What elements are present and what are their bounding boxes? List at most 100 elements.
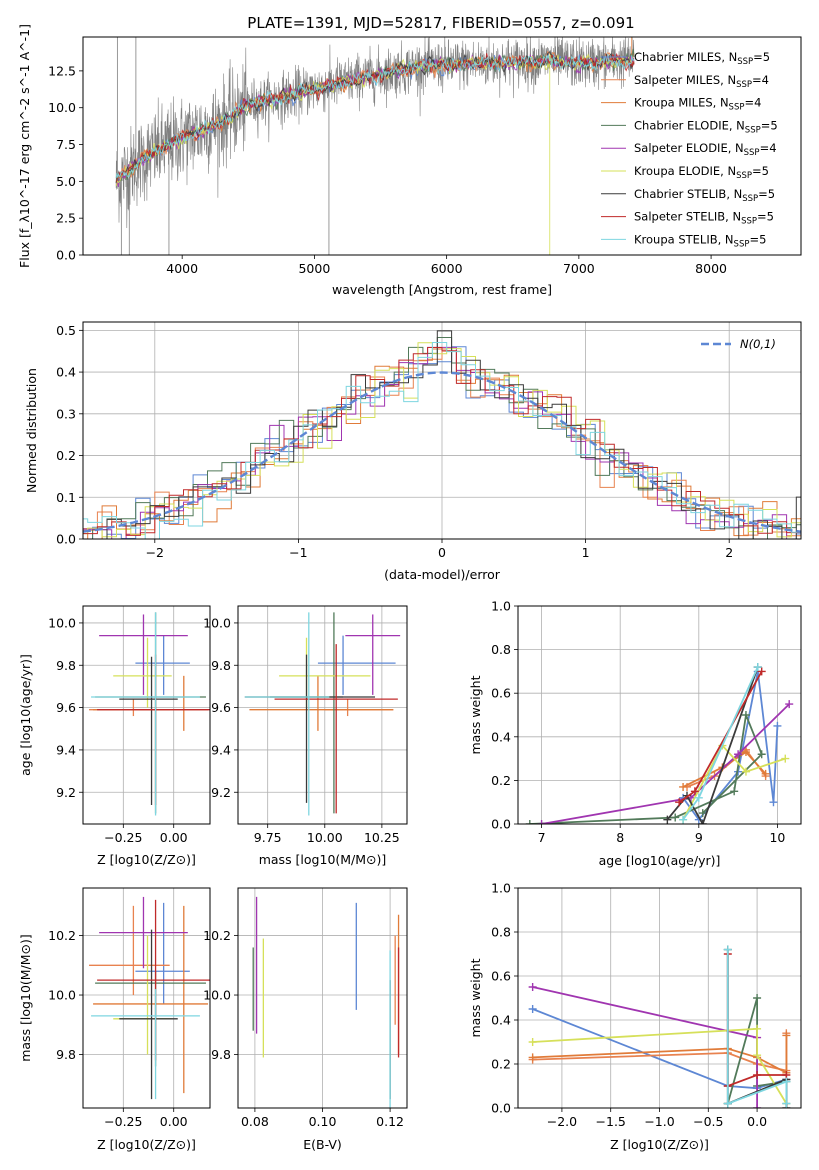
weight_vs_age-xtick-label: 8 — [616, 830, 624, 845]
weight_vs_Z-xtick-label: 0.0 — [747, 1114, 767, 1129]
weight_vs_Z-marker — [782, 1099, 791, 1108]
weight_vs_age-marker — [675, 798, 684, 807]
weight_vs_Z-marker — [528, 1005, 537, 1013]
weight_vs_age-marker — [698, 820, 707, 824]
weight_vs_Z-marker — [753, 1051, 762, 1060]
weight_vs_Z-marker — [753, 1024, 762, 1033]
age_vs_mass-xtick-label: 9.75 — [254, 830, 282, 845]
age_vs_Z-xtick-label: −0.25 — [104, 830, 142, 845]
age_vs_mass-ytick-label: 9.6 — [211, 700, 231, 715]
weight_vs_age-series — [529, 711, 763, 824]
weight_vs_Z-ytick-label: 0.8 — [491, 925, 511, 940]
weight_vs_age-marker — [734, 750, 743, 759]
age_vs_mass-ytick-label: 10.0 — [203, 615, 231, 630]
residual-histogram — [83, 342, 801, 539]
age_vs_mass-xtick-label: 10.25 — [364, 830, 400, 845]
residuals-ytick-label: 0.1 — [56, 490, 76, 505]
weight_vs_Z-marker — [782, 1077, 791, 1086]
legend-entry: Salpeter MILES, NSSP=4 — [634, 73, 769, 90]
age_vs_Z-ytick-label: 9.4 — [56, 742, 76, 757]
spectrum-ytick-label: 10.0 — [48, 100, 76, 115]
legend-entry: Salpeter ELODIE, NSSP=4 — [634, 141, 777, 158]
spectrum-xtick-label: 5000 — [298, 261, 330, 276]
weight_vs_age-ytick-label: 0.8 — [491, 642, 511, 657]
mass_vs_Z-xtick-label: −0.25 — [104, 1114, 142, 1129]
mass_vs_ebv-xtick-label: 0.08 — [241, 1114, 269, 1129]
weight_vs_age-marker — [671, 813, 680, 822]
spectrum-xlabel: wavelength [Angstrom, rest frame] — [332, 282, 552, 297]
age_vs_Z-xtick-label: 0.00 — [160, 830, 188, 845]
weight_vs_Z-ytick-label: 0.4 — [491, 1013, 511, 1028]
weight_vs_age-frame — [517, 605, 802, 825]
residuals-ytick-label: 0.2 — [56, 448, 76, 463]
data-spectrum — [115, 37, 635, 229]
weight_vs_Z-xtick-label: −0.5 — [693, 1114, 723, 1129]
age_vs_Z-frame — [82, 605, 211, 825]
residual-histogram — [83, 330, 801, 539]
weight_vs_Z-ytick-label: 0.0 — [491, 1101, 511, 1116]
weight_vs_age-marker — [769, 798, 778, 807]
weight_vs_age-marker — [741, 748, 750, 757]
residuals-ytick-label: 0.0 — [56, 532, 76, 547]
weight_vs_Z-ytick-label: 1.0 — [491, 881, 511, 896]
legend-entry: Salpeter STELIB, NSSP=5 — [634, 210, 774, 227]
weight_vs_Z-series — [532, 1027, 788, 1105]
residuals-ytick-label: 0.3 — [56, 406, 76, 421]
weight_vs_age-marker — [773, 721, 782, 730]
legend-entry: Chabrier STELIB, NSSP=5 — [634, 187, 775, 204]
weight_vs_age-series — [682, 743, 786, 821]
legend-entry: Kroupa ELODIE, NSSP=5 — [634, 164, 769, 181]
age_vs_Z-ytick-label: 9.2 — [56, 785, 76, 800]
mass_vs_Z-frame — [82, 887, 211, 1109]
weight_vs_age-xlabel: age [log10(age/yr)] — [599, 853, 721, 868]
legend-entry: Kroupa STELIB, NSSP=5 — [634, 232, 766, 249]
model-spectrum — [115, 53, 635, 178]
weight_vs_age-marker — [761, 769, 770, 778]
weight_vs_age-xtick-label: 10 — [769, 830, 785, 845]
weight_vs_Z-marker — [528, 1053, 537, 1062]
residuals-xtick-label: 0 — [438, 545, 446, 560]
weight_vs_age-ytick-label: 0.0 — [491, 817, 511, 832]
spectrum-ytick-label: 7.5 — [56, 137, 76, 152]
residuals-xtick-label: −2 — [146, 545, 164, 560]
weight_vs_age-ytick-label: 0.2 — [491, 773, 511, 788]
weight_vs_age-marker — [525, 820, 534, 824]
weight_vs_Z-ytick-label: 0.6 — [491, 969, 511, 984]
weight_vs_Z-xtick-label: −2.0 — [547, 1114, 577, 1129]
weight_vs_age-marker — [730, 787, 739, 796]
residuals-xtick-label: 2 — [725, 545, 733, 560]
residuals-ytick-label: 0.4 — [56, 365, 76, 380]
weight_vs_Z-marker — [753, 1104, 762, 1108]
age_vs_Z-ytick-label: 9.6 — [56, 700, 76, 715]
weight_vs_Z-xlabel: Z [log10(Z/Z⊙)] — [610, 1137, 709, 1152]
spectrum-ylabel: Flux [f_λ10^-17 erg cm^-2 s^-1 A^-1] — [17, 24, 32, 268]
mass_vs_Z-ytick-label: 10.2 — [48, 928, 76, 943]
legend-entry: Chabrier ELODIE, NSSP=5 — [634, 118, 778, 135]
weight_vs_age-marker — [663, 815, 672, 824]
weight_vs_Z-ytick-label: 0.2 — [491, 1057, 511, 1072]
weight_vs_age-marker — [694, 793, 703, 802]
spectrum-xtick-label: 4000 — [166, 261, 198, 276]
legend-entry-normal: N(0,1) — [740, 337, 776, 351]
weight_vs_age-marker — [690, 787, 699, 796]
weight_vs_Z-marker — [723, 1099, 732, 1108]
mass_vs_Z-ylabel: mass [log10(M/M⊙)] — [18, 934, 33, 1062]
age_vs_mass-ytick-label: 9.8 — [211, 658, 231, 673]
age_vs_mass-frame — [237, 605, 408, 825]
data-layer — [83, 37, 801, 1108]
weight_vs_age-ytick-label: 1.0 — [491, 599, 511, 614]
age_vs_Z-ytick-label: 10.0 — [48, 615, 76, 630]
weight_vs_Z-marker — [528, 983, 537, 991]
frame-layer: 4000 5000 6000 7000 80000.02.55.07.510.012.5… — [17, 24, 802, 1152]
weight_vs_Z-marker — [753, 994, 762, 1002]
weight_vs_age-marker — [757, 750, 766, 759]
age_vs_Z-xlabel: Z [log10(Z/Z⊙)] — [97, 852, 196, 867]
weight_vs_Z-series — [532, 986, 758, 1108]
weight_vs_age-marker — [757, 667, 766, 676]
spectrum-ytick-label: 5.0 — [56, 174, 76, 189]
spectrum-xtick-label: 7000 — [563, 261, 595, 276]
age_vs_mass-xlabel: mass [log10(M/M⊙)] — [259, 852, 387, 867]
mass_vs_ebv-ytick-label: 10.0 — [203, 988, 231, 1003]
weight_vs_age-ylabel: mass weight — [468, 675, 483, 754]
